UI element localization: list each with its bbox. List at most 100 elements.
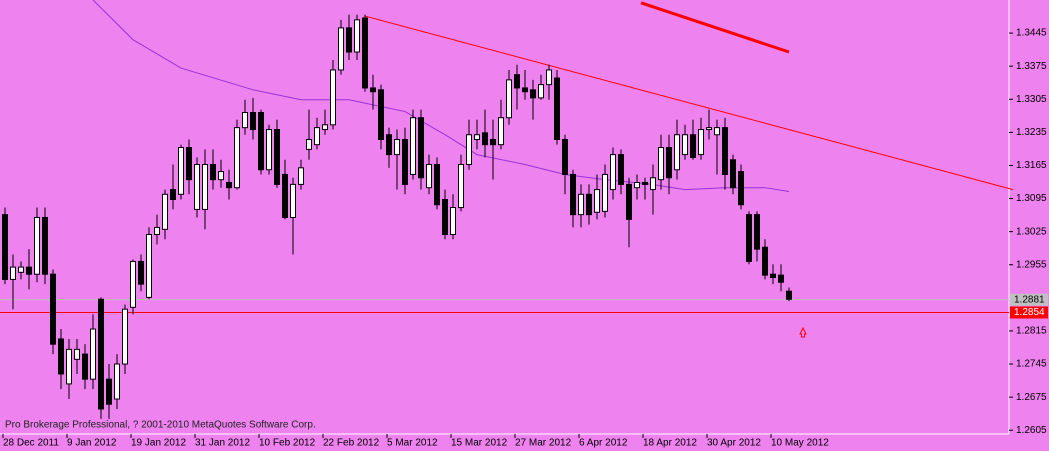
price-label: 1.2854 bbox=[1014, 307, 1045, 318]
candle-body bbox=[362, 17, 368, 89]
candle-body bbox=[74, 348, 80, 360]
candle-body bbox=[2, 214, 8, 280]
candle-body bbox=[258, 112, 264, 171]
candle-body bbox=[306, 138, 312, 150]
candle-body bbox=[770, 273, 776, 279]
x-tick-label: 30 Apr 2012 bbox=[707, 438, 761, 449]
candle-body bbox=[562, 138, 568, 175]
candle-body bbox=[154, 226, 160, 235]
candle-body bbox=[58, 338, 64, 375]
candle-body bbox=[554, 77, 560, 140]
x-tick-label: 5 Mar 2012 bbox=[387, 438, 438, 449]
candle-body bbox=[762, 246, 768, 276]
candle-body bbox=[714, 127, 720, 136]
candle-body bbox=[730, 159, 736, 189]
candle-body bbox=[586, 193, 592, 216]
candle-body bbox=[786, 290, 792, 300]
candle-body bbox=[602, 173, 608, 212]
y-tick-label: 1.2815 bbox=[1016, 326, 1047, 337]
candle-body bbox=[18, 266, 24, 273]
candle-body bbox=[522, 87, 528, 93]
candle-body bbox=[282, 173, 288, 218]
x-tick-label: 22 Feb 2012 bbox=[323, 438, 380, 449]
candle-body bbox=[82, 353, 88, 380]
candle-body bbox=[530, 89, 536, 99]
x-tick-label: 27 Mar 2012 bbox=[515, 438, 572, 449]
candle-body bbox=[266, 129, 272, 171]
candle-body bbox=[538, 84, 544, 99]
candle-body bbox=[178, 147, 184, 195]
candle-body bbox=[682, 134, 688, 156]
candle-body bbox=[250, 112, 256, 131]
candle-body bbox=[314, 127, 320, 146]
candle-body bbox=[594, 189, 600, 213]
candle-body bbox=[418, 117, 424, 179]
candle-body bbox=[114, 363, 120, 400]
x-tick-label: 18 Apr 2012 bbox=[643, 438, 697, 449]
candle-body bbox=[386, 134, 392, 156]
y-tick-label: 1.2745 bbox=[1016, 359, 1047, 370]
y-tick-label: 1.2605 bbox=[1016, 425, 1047, 436]
candle-body bbox=[458, 164, 464, 209]
candle-body bbox=[506, 79, 512, 119]
x-tick-label: 10 May 2012 bbox=[771, 438, 829, 449]
candle-body bbox=[666, 147, 672, 179]
x-tick-label: 6 Apr 2012 bbox=[579, 438, 628, 449]
candle-body bbox=[354, 19, 360, 53]
candle-body bbox=[66, 348, 72, 385]
candle-body bbox=[186, 147, 192, 181]
candle-body bbox=[90, 328, 96, 380]
candle-body bbox=[290, 183, 296, 218]
candle-body bbox=[138, 260, 144, 285]
candle-body bbox=[738, 171, 744, 206]
candle-body bbox=[442, 199, 448, 235]
x-tick-label: 28 Dec 2011 bbox=[3, 438, 59, 449]
price-label-box bbox=[1010, 306, 1048, 319]
price-label-box bbox=[1010, 293, 1048, 306]
candle-body bbox=[410, 117, 416, 175]
candle-body bbox=[434, 164, 440, 206]
moving-average bbox=[92, 0, 790, 192]
candle-body bbox=[346, 27, 352, 53]
copyright: Pro Brokerage Professional, ? 2001-2010 … bbox=[5, 420, 316, 431]
candle-body bbox=[674, 134, 680, 171]
price-label: 1.2881 bbox=[1014, 294, 1045, 305]
candle-body bbox=[626, 183, 632, 220]
candle-body bbox=[170, 189, 176, 201]
candle-body bbox=[578, 193, 584, 216]
x-tick-label: 15 Mar 2012 bbox=[451, 438, 508, 449]
candle-body bbox=[274, 129, 280, 185]
candle-body bbox=[394, 138, 400, 156]
candle-body bbox=[546, 69, 552, 86]
candle-body bbox=[130, 260, 136, 308]
candle-body bbox=[26, 266, 32, 275]
candle-body bbox=[754, 214, 760, 250]
candle-body bbox=[338, 27, 344, 71]
candle-body bbox=[618, 154, 624, 185]
candle-body bbox=[106, 378, 112, 405]
candle-body bbox=[690, 134, 696, 158]
candle-body bbox=[242, 112, 248, 129]
candle-body bbox=[322, 124, 328, 131]
candle-body bbox=[650, 177, 656, 191]
candle-body bbox=[490, 138, 496, 146]
candle-body bbox=[778, 274, 784, 283]
x-tick-label: 9 Jan 2012 bbox=[67, 438, 117, 449]
candle-body bbox=[146, 233, 152, 298]
candle-body bbox=[514, 74, 520, 89]
trendline bbox=[640, 1, 790, 54]
candle-body bbox=[194, 164, 200, 210]
candle-body bbox=[10, 266, 16, 280]
candle-body bbox=[210, 164, 216, 181]
arrow-icon bbox=[799, 326, 807, 338]
trendline bbox=[364, 15, 1014, 191]
y-tick-label: 1.3445 bbox=[1016, 28, 1047, 39]
candle-body bbox=[450, 207, 456, 235]
y-tick-label: 1.3305 bbox=[1016, 94, 1047, 105]
candle-body bbox=[426, 164, 432, 189]
y-tick-label: 1.3095 bbox=[1016, 193, 1047, 204]
candle-body bbox=[202, 164, 208, 210]
y-tick-label: 1.3375 bbox=[1016, 61, 1047, 72]
